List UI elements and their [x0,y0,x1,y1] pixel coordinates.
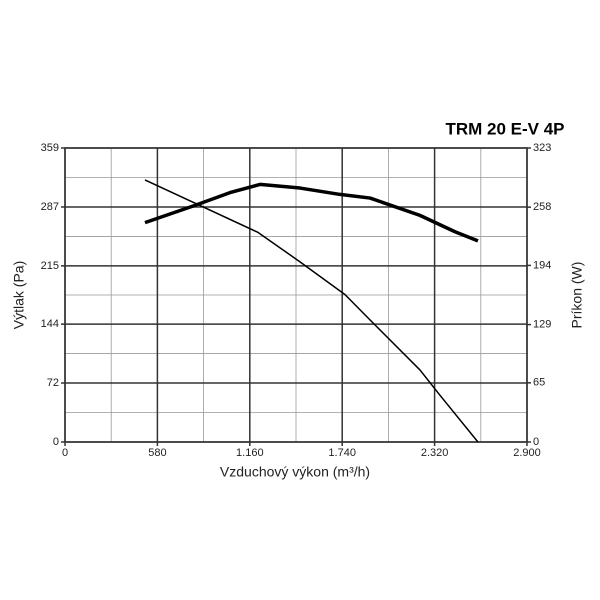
y2-tick-label: 65 [533,377,545,389]
y-axis-label: Výtlak (Pa) [11,261,27,329]
y2-tick-label: 129 [533,318,551,330]
y2-tick-label: 323 [533,142,551,154]
y-tick-label: 287 [41,201,59,213]
plot-frame [64,147,528,443]
x-tick-label: 1.740 [328,447,356,459]
series-line [144,182,479,243]
series-line [144,179,479,443]
y-tick-label: 215 [41,260,59,272]
x-tick-label: 1.160 [236,447,264,459]
x-tick-label: 2.900 [513,447,541,459]
y2-axis-label: Príkon (W) [569,262,585,329]
y2-tick-label: 0 [533,436,539,448]
y-tick-label: 359 [41,142,59,154]
chart-title: TRM 20 E-V 4P [445,119,564,138]
x-tick-label: 0 [62,447,68,459]
y-tick-label: 144 [41,318,59,330]
x-tick-label: 580 [148,447,166,459]
y2-tick-label: 194 [533,259,551,271]
y2-tick-label: 258 [533,201,551,213]
y-tick-label: 72 [47,377,59,389]
x-tick-label: 2.320 [421,447,449,459]
x-axis-label: Vzduchový výkon (m³/h) [220,464,370,480]
y-tick-label: 0 [53,436,59,448]
